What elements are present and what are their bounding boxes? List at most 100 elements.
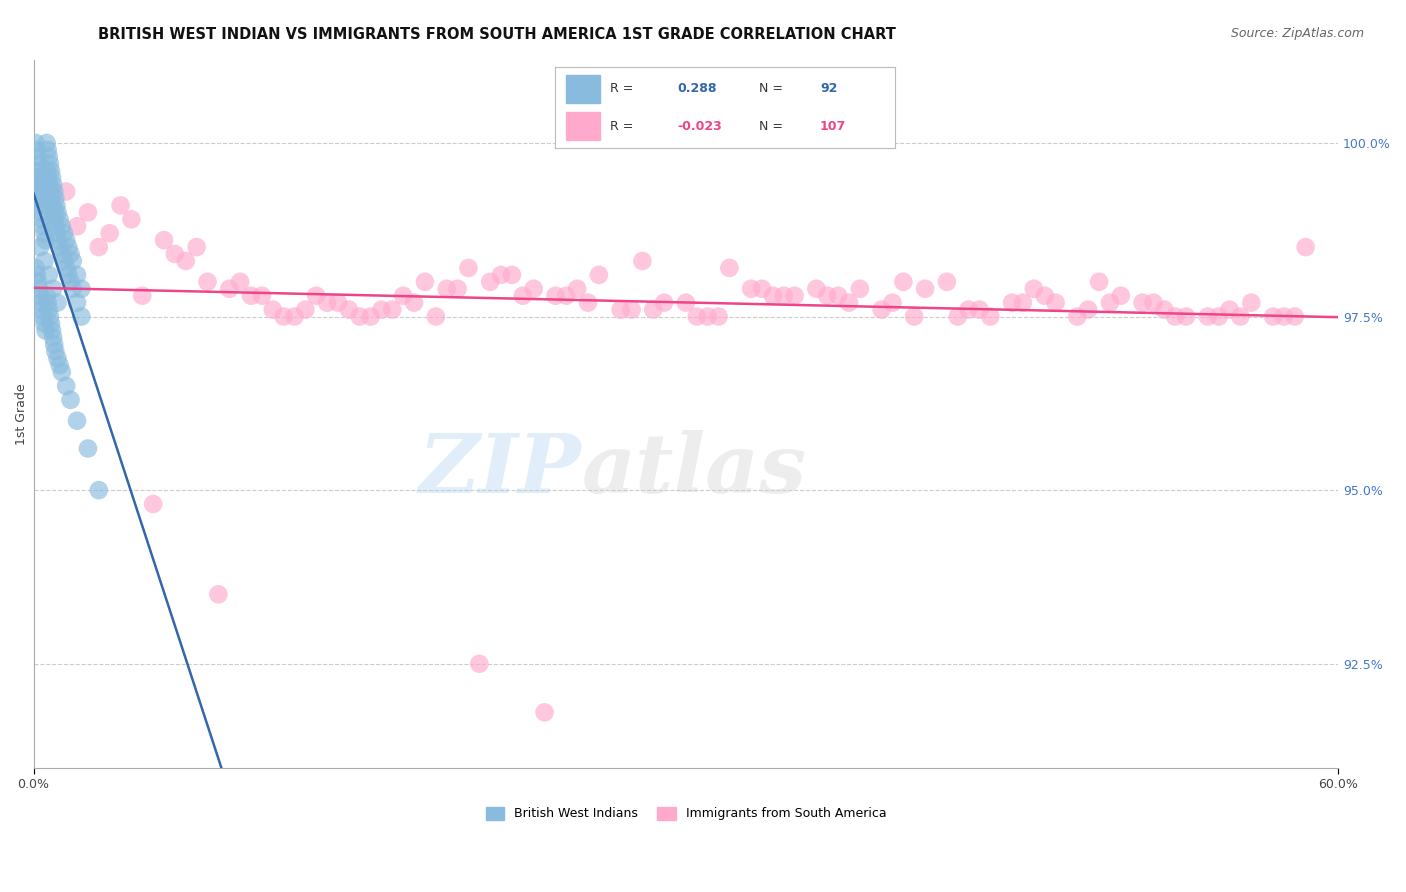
Point	[27, 185, 49, 199]
Point	[250, 289, 273, 303]
Point	[762, 289, 785, 303]
Point	[44, 185, 66, 199]
Point	[59, 275, 82, 289]
Point	[35, 136, 58, 150]
Point	[349, 310, 371, 324]
Point	[70, 310, 93, 324]
Point	[44, 205, 66, 219]
Point	[41, 323, 63, 337]
Point	[31, 302, 53, 317]
Point	[25, 143, 48, 157]
Point	[51, 219, 73, 234]
Point	[567, 282, 589, 296]
Point	[523, 282, 546, 296]
Point	[609, 302, 631, 317]
Point	[870, 302, 893, 317]
Point	[457, 260, 479, 275]
Point	[740, 282, 762, 296]
Point	[1088, 275, 1111, 289]
Point	[42, 282, 65, 296]
Point	[58, 268, 80, 282]
Point	[41, 198, 63, 212]
Text: BRITISH WEST INDIAN VS IMMIGRANTS FROM SOUTH AMERICA 1ST GRADE CORRELATION CHART: BRITISH WEST INDIAN VS IMMIGRANTS FROM S…	[98, 27, 896, 42]
Point	[1077, 302, 1099, 317]
Point	[815, 289, 838, 303]
Point	[59, 247, 82, 261]
Text: ZIP: ZIP	[419, 431, 582, 510]
Point	[186, 240, 208, 254]
Point	[62, 282, 84, 296]
Point	[39, 317, 62, 331]
Point	[45, 198, 67, 212]
Point	[1066, 310, 1088, 324]
Point	[53, 226, 76, 240]
Point	[501, 268, 523, 282]
Point	[38, 185, 60, 199]
Point	[163, 247, 186, 261]
Point	[55, 260, 77, 275]
Point	[935, 275, 957, 289]
Point	[979, 310, 1001, 324]
Point	[1218, 302, 1240, 317]
Point	[87, 240, 110, 254]
Point	[533, 706, 555, 720]
Point	[38, 268, 60, 282]
Point	[620, 302, 643, 317]
Point	[66, 268, 89, 282]
Point	[425, 310, 447, 324]
Point	[696, 310, 718, 324]
Point	[903, 310, 925, 324]
Point	[957, 302, 980, 317]
Point	[381, 302, 404, 317]
Point	[34, 323, 56, 337]
Point	[1284, 310, 1306, 324]
Point	[34, 192, 56, 206]
Point	[34, 226, 56, 240]
Point	[153, 233, 176, 247]
Point	[1295, 240, 1317, 254]
Point	[37, 295, 59, 310]
Point	[718, 260, 741, 275]
Point	[35, 289, 58, 303]
Point	[110, 198, 132, 212]
Point	[55, 233, 77, 247]
Point	[240, 289, 263, 303]
Point	[1132, 295, 1154, 310]
Point	[283, 310, 305, 324]
Point	[66, 295, 89, 310]
Point	[51, 365, 73, 379]
Point	[1272, 310, 1295, 324]
Point	[32, 219, 55, 234]
Point	[576, 295, 599, 310]
Point	[31, 178, 53, 192]
Point	[59, 392, 82, 407]
Point	[31, 212, 53, 227]
Point	[588, 268, 610, 282]
Point	[42, 205, 65, 219]
Point	[32, 310, 55, 324]
Point	[207, 587, 229, 601]
Point	[436, 282, 458, 296]
Point	[555, 289, 578, 303]
Point	[24, 170, 46, 185]
Point	[25, 268, 48, 282]
Point	[1033, 289, 1056, 303]
Point	[652, 295, 675, 310]
Legend: British West Indians, Immigrants from South America: British West Indians, Immigrants from So…	[481, 802, 891, 825]
Point	[131, 289, 153, 303]
Point	[174, 254, 197, 268]
Point	[37, 170, 59, 185]
Point	[34, 192, 56, 206]
Point	[1142, 295, 1164, 310]
Point	[446, 282, 468, 296]
Point	[34, 233, 56, 247]
Point	[42, 330, 65, 344]
Point	[1153, 302, 1175, 317]
Point	[229, 275, 252, 289]
Point	[44, 337, 66, 351]
Point	[42, 178, 65, 192]
Point	[46, 233, 69, 247]
Point	[46, 295, 69, 310]
Point	[45, 226, 67, 240]
Point	[34, 317, 56, 331]
